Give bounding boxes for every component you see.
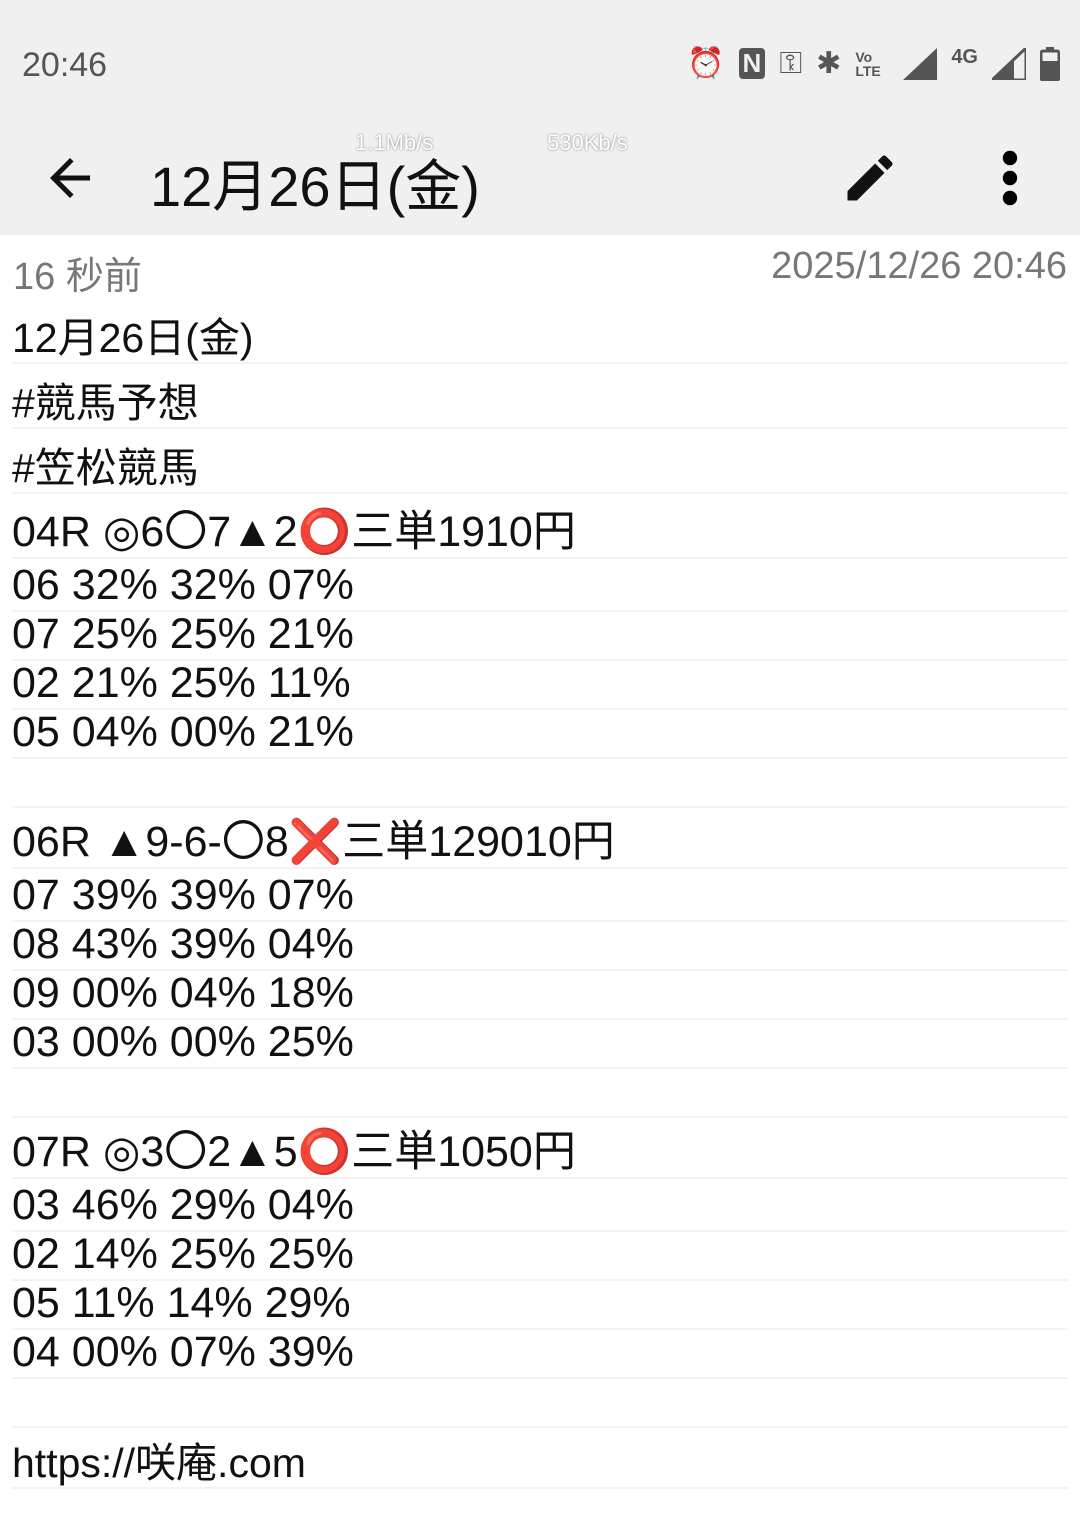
note-line: 05 04% 00% 21% (12, 708, 1068, 759)
battery-icon (1040, 46, 1060, 81)
note-line: 08 43% 39% 04% (12, 920, 1068, 971)
note-link[interactable]: https://咲庵.com (12, 1428, 1068, 1489)
app-bar: 12月26日(金) 1.1Mb/s 530Kb/s (0, 120, 1080, 235)
note-line: 02 21% 25% 11% (12, 659, 1068, 710)
note-line: 07 39% 39% 07% (12, 869, 1068, 922)
note-line: 06R ▲9-6-〇8❌三単129010円 (12, 808, 1068, 869)
signal-icon (903, 47, 938, 80)
signal-icon (992, 47, 1026, 80)
note-line (12, 1069, 1068, 1118)
note-line: 04R ◎6〇7▲2⭕三単1910円 (12, 494, 1068, 559)
status-bar: 20:46 ⏰ N ⚿ ✱ Vo LTE 4G (0, 0, 1080, 120)
vpn-key-icon: ⚿ (779, 46, 803, 80)
more-vert-icon[interactable] (990, 148, 1030, 208)
note-body[interactable]: 12月26日(金) #競馬予想 #笠松競馬 04R ◎6〇7▲2⭕三単1910円 06 … (12, 300, 1068, 1489)
note-line (12, 759, 1068, 808)
note-line: 12月26日(金) (12, 300, 1068, 364)
alarm-icon: ⏰ (687, 47, 725, 80)
note-line: #競馬予想 (12, 364, 1068, 429)
nfc-icon: N (738, 48, 766, 79)
note-line (12, 1379, 1068, 1428)
network-speed: 530Kb/s (547, 130, 628, 155)
note-line: #笠松競馬 (12, 429, 1068, 494)
note-line: 02 14% 25% 25% (12, 1230, 1068, 1281)
status-time: 20:46 (22, 46, 108, 84)
note-line: 09 00% 04% 18% (12, 969, 1068, 1020)
relative-time: 16 秒前 (13, 256, 142, 298)
volte-icon: Vo LTE (855, 48, 881, 79)
network-speed: 1.1Mb/s (355, 130, 434, 155)
note-line: 07R ◎3〇2▲5⭕三単1050円 (12, 1118, 1068, 1179)
note-line: 05 11% 14% 29% (12, 1279, 1068, 1330)
edit-pencil-icon[interactable] (838, 148, 902, 208)
timestamp: 2025/12/26 20:46 (771, 245, 1067, 287)
back-arrow-icon[interactable] (40, 148, 100, 208)
note-line: 06 32% 32% 07% (12, 559, 1068, 612)
note-line: 07 25% 25% 21% (12, 610, 1068, 661)
4g-icon: 4G (951, 46, 978, 68)
bluetooth-icon: ✱ (816, 47, 842, 80)
note-line: 03 00% 00% 25% (12, 1018, 1068, 1069)
page-title: 12月26日(金) (150, 155, 480, 218)
note-line: 04 00% 07% 39% (12, 1328, 1068, 1379)
note-line: 03 46% 29% 04% (12, 1179, 1068, 1232)
